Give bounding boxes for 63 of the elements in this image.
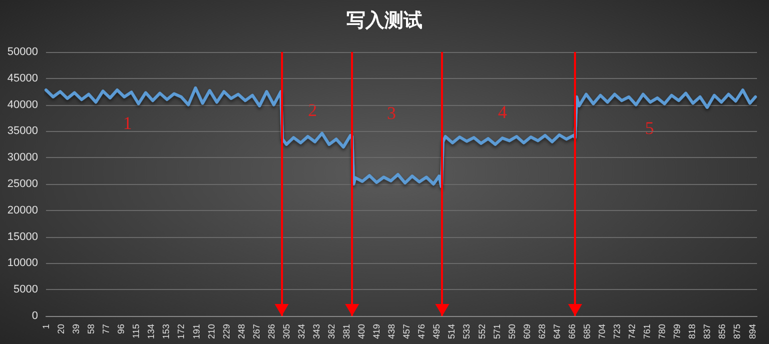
x-tick-label: 115 xyxy=(131,324,142,338)
x-tick-label: 818 xyxy=(687,324,698,340)
x-tick-label: 761 xyxy=(642,324,652,340)
x-tick-label: 647 xyxy=(552,324,562,340)
y-tick-label: 5000 xyxy=(14,284,38,296)
x-tick-label: 875 xyxy=(732,324,742,340)
x-tick-label: 39 xyxy=(71,324,82,334)
x-tick-label: 20 xyxy=(56,324,66,334)
x-tick-label: 704 xyxy=(596,324,607,340)
x-tick-label: 571 xyxy=(492,324,502,340)
x-tick-label: 267 xyxy=(251,324,262,340)
x-tick-label: 742 xyxy=(627,324,638,340)
y-tick-label: 30000 xyxy=(7,152,38,164)
x-tick-label: 210 xyxy=(206,324,216,340)
x-tick-label: 58 xyxy=(86,324,96,334)
y-tick-label: 25000 xyxy=(7,178,38,190)
x-tick-label: 666 xyxy=(566,324,577,340)
x-tick-label: 248 xyxy=(236,324,246,340)
x-tick-label: 1 xyxy=(41,324,51,330)
annotation: 1 xyxy=(123,113,132,133)
x-tick-label: 305 xyxy=(281,324,292,340)
x-tick-label: 780 xyxy=(657,324,668,340)
x-tick-label: 457 xyxy=(402,324,412,340)
y-tick-label: 50000 xyxy=(7,46,38,58)
x-tick-label: 723 xyxy=(612,324,622,340)
x-tick-label: 438 xyxy=(386,324,397,340)
x-tick-label: 609 xyxy=(522,324,532,340)
x-tick-label: 343 xyxy=(311,324,322,340)
x-tick-label: 324 xyxy=(296,324,306,340)
x-tick-label: 286 xyxy=(266,324,276,340)
x-tick-label: 419 xyxy=(372,324,382,340)
x-tick-label: 400 xyxy=(356,324,367,340)
chart-title: 写入测试 xyxy=(346,10,422,32)
x-tick-label: 362 xyxy=(326,324,337,340)
y-tick-label: 35000 xyxy=(7,125,38,138)
y-tick-label: 10000 xyxy=(7,257,38,270)
x-tick-label: 172 xyxy=(176,324,186,340)
x-tick-label: 229 xyxy=(221,324,232,340)
x-tick-label: 153 xyxy=(161,324,172,340)
x-tick-label: 514 xyxy=(446,324,457,340)
x-tick-label: 590 xyxy=(506,324,517,340)
y-tick-label: 45000 xyxy=(7,72,38,84)
x-tick-label: 191 xyxy=(191,324,202,340)
x-tick-label: 856 xyxy=(717,324,728,340)
x-tick-label: 134 xyxy=(146,324,156,340)
x-tick-label: 552 xyxy=(476,324,487,340)
x-tick-label: 96 xyxy=(116,324,126,334)
x-tick-label: 77 xyxy=(101,324,112,334)
x-tick-label: 476 xyxy=(416,324,427,340)
x-tick-label: 685 xyxy=(582,324,592,340)
x-tick-label: 799 xyxy=(672,324,682,340)
annotation: 3 xyxy=(387,103,396,123)
x-tick-label: 628 xyxy=(536,324,547,340)
x-tick-label: 381 xyxy=(342,324,352,340)
x-tick-label: 837 xyxy=(702,324,712,340)
x-tick-label: 894 xyxy=(747,324,758,340)
y-tick-label: 15000 xyxy=(7,230,38,243)
x-tick-label: 495 xyxy=(432,324,442,340)
y-tick-label: 0 xyxy=(32,310,38,322)
x-tick-label: 533 xyxy=(462,324,472,340)
y-tick-label: 40000 xyxy=(7,98,38,111)
annotation: 4 xyxy=(498,102,507,122)
y-tick-label: 20000 xyxy=(7,204,38,216)
